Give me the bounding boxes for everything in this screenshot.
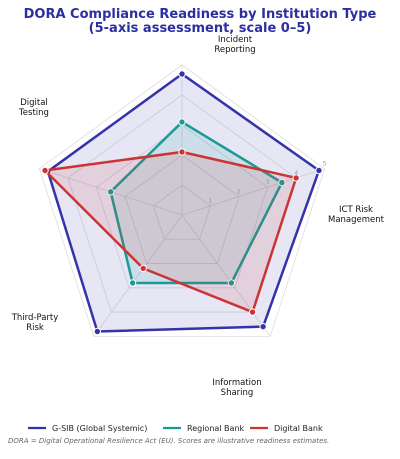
axis-label-3-line-1: Digital — [20, 98, 48, 108]
series-3-point-4 — [139, 264, 147, 273]
series-1-point-5 — [259, 322, 267, 331]
tick-label-3: 3 — [266, 179, 270, 186]
grid-ring-2 — [124, 154, 240, 264]
series-area-2 — [109, 120, 284, 285]
grid-spoke-1 — [181, 168, 325, 216]
series-area-1 — [46, 72, 321, 333]
tick-label-2: 2 — [237, 188, 241, 195]
legend-label-3: Digital Bank — [274, 424, 323, 433]
tick-label-5: 5 — [323, 161, 327, 168]
series-3-point-5 — [248, 308, 257, 316]
grid-spoke-5 — [181, 214, 271, 337]
radar-series-group — [41, 70, 323, 336]
axis-label-2-line-2: Reporting — [214, 45, 255, 55]
footnote: DORA = Digital Operational Resilience Ac… — [8, 437, 329, 445]
tick-label-4: 4 — [294, 170, 298, 177]
legend-label-1: G-SIB (Global Systemic) — [52, 424, 147, 433]
chart-title-line-1: DORA Compliance Readiness by Institution… — [24, 7, 377, 22]
grid-ring-5 — [38, 64, 326, 337]
series-1-point-4 — [93, 327, 102, 336]
series-3-point-1 — [292, 174, 300, 182]
series-3-point-2 — [178, 148, 186, 156]
series-2-point-2 — [178, 118, 186, 126]
grid-ring-1 — [152, 184, 212, 240]
legend: G-SIB (Global Systemic) Regional Bank Digi… — [28, 424, 323, 433]
series-1-point-2 — [178, 70, 186, 78]
series-1-point-1 — [315, 166, 323, 175]
axis-label-1-line-1: ICT Risk — [339, 205, 373, 215]
series-2-point-3 — [106, 188, 115, 196]
chart-title-line-2: (5-axis assessment, scale 0–5) — [89, 21, 312, 36]
series-2-point-1 — [278, 178, 286, 187]
legend-label-2: Regional Bank — [187, 424, 245, 433]
series-2-point-5 — [227, 279, 236, 287]
radar-grid — [38, 64, 326, 337]
axis-label-1-line-2: Management — [328, 215, 385, 225]
axis-label-3-line-2: Testing — [18, 108, 49, 118]
series-area-3 — [43, 150, 298, 314]
series-3-point-3 — [41, 166, 49, 175]
axis-label-5-line-2: Sharing — [221, 388, 254, 398]
series-2-point-4 — [128, 279, 137, 287]
axis-label-2-line-1: Incident — [218, 35, 253, 45]
axis-label-5-line-1: Information — [212, 378, 261, 388]
tick-label-1: 1 — [209, 198, 213, 205]
axis-label-4-line-1: Third-Party — [11, 313, 59, 323]
axis-label-4-line-2: Risk — [26, 323, 44, 333]
grid-spoke-4 — [93, 214, 183, 337]
